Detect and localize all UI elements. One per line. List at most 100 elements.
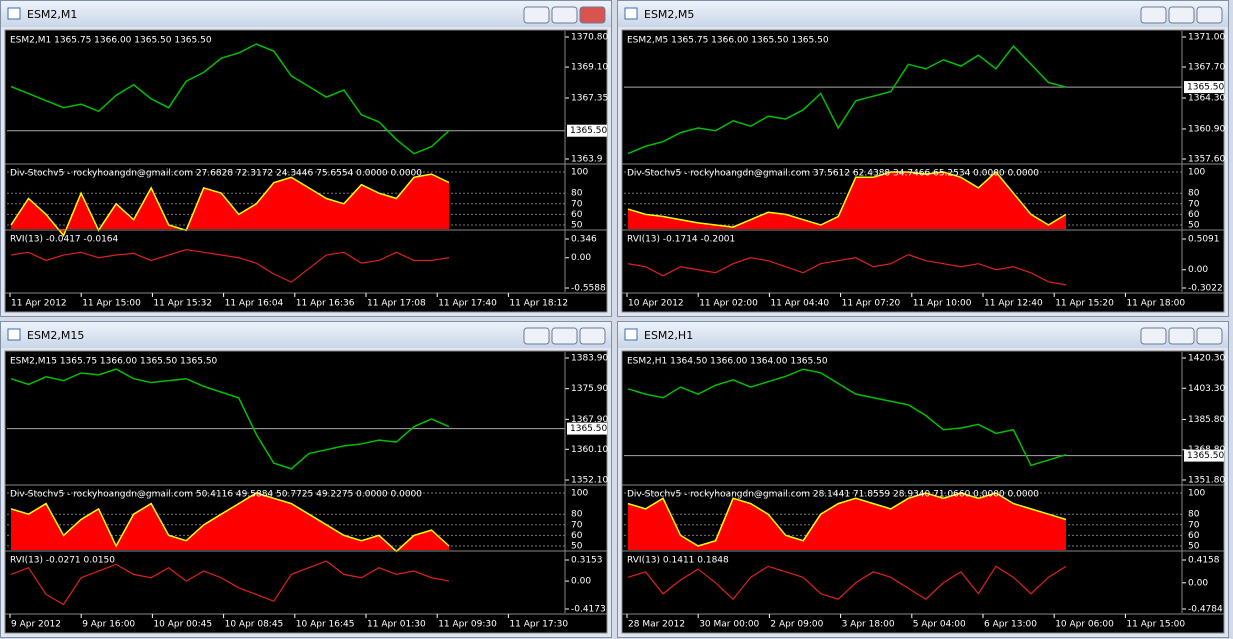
minimize-button[interactable]: [1140, 6, 1167, 24]
time-label: 11 Apr 17:40: [438, 299, 497, 309]
time-label: 11 Apr 15:20: [1055, 299, 1114, 309]
rvi-tick-label: 0.00: [1188, 265, 1208, 275]
time-label: 28 Mar 2012: [628, 620, 685, 630]
maximize-button[interactable]: [1168, 6, 1195, 24]
rvi-tick-label: -0.4784: [1188, 605, 1223, 615]
plot: [7, 368, 565, 606]
plot: [7, 43, 565, 283]
time-label: 11 Apr 18:00: [1126, 299, 1185, 309]
stoch-tick-label: 70: [571, 199, 583, 209]
price-tick-label: 1403.30: [1188, 384, 1225, 394]
minimize-button[interactable]: [1140, 327, 1167, 345]
maximize-button[interactable]: [551, 6, 578, 24]
rvi-tick-label: 0.4158: [1188, 556, 1220, 566]
stoch-tick-label: 60: [571, 531, 583, 541]
stoch-tick-label: 100: [1188, 489, 1205, 499]
price-line: [10, 368, 450, 470]
time-label: 9 Apr 2012: [11, 620, 61, 630]
price-tick-label: 1385.80: [1188, 415, 1225, 425]
stoch-area: [628, 493, 1066, 550]
rvi-label: RVI(13) 0.1411 0.1848: [627, 556, 729, 566]
rvi-line: [10, 560, 450, 606]
stoch-tick-label: 80: [571, 510, 583, 520]
current-price-label: 1365.50: [570, 424, 607, 434]
time-label: 11 Apr 10:00: [913, 299, 972, 309]
rvi-line: [10, 249, 450, 283]
price-tick-label: 1360.10: [571, 445, 608, 455]
rvi-tick-label: 0.00: [571, 253, 591, 263]
maximize-button[interactable]: [1168, 327, 1195, 345]
rvi-tick-label: -0.5588: [571, 284, 606, 294]
stoch-line: [627, 170, 1067, 228]
price-tick-label: 1363.9: [571, 155, 603, 165]
close-button[interactable]: [579, 6, 606, 24]
time-label: 10 Apr 16:45: [296, 620, 355, 630]
stoch-tick-label: 100: [571, 168, 588, 178]
window-icon: [7, 7, 21, 20]
price-tick-label: 1367.90: [571, 415, 608, 425]
price-tick-label: 1364.30: [1188, 94, 1225, 104]
window-icon: [7, 328, 21, 341]
close-button[interactable]: [1196, 327, 1223, 345]
current-price-label: 1365.50: [1187, 451, 1224, 461]
window-icon: [624, 7, 638, 20]
stoch-tick-label: 80: [1188, 189, 1200, 199]
stoch-tick-label: 70: [571, 520, 583, 530]
time-label: 11 Apr 15:00: [82, 299, 141, 309]
current-price-box: [1184, 81, 1224, 94]
stoch-line: [10, 492, 450, 553]
price-tick-label: 1367.35: [571, 94, 608, 104]
time-label: 11 Apr 15:00: [1126, 620, 1185, 630]
rvi-line: [627, 565, 1067, 601]
stoch-tick-label: 70: [1188, 199, 1200, 209]
price-line: [10, 43, 450, 155]
time-label: 10 Apr 2012: [628, 299, 684, 309]
title-bar: [618, 322, 1228, 348]
stoch-tick-label: 50: [1188, 542, 1200, 552]
stoch-label: Div-Stochv5 - rockyhoangdn@gmail.com 37.…: [627, 169, 1039, 179]
plot: [624, 368, 1182, 601]
minimize-button[interactable]: [523, 327, 550, 345]
stoch-label: Div-Stochv5 - rockyhoangdn@gmail.com 50.…: [10, 490, 422, 500]
price-tick-label: 1351.80: [1188, 476, 1225, 486]
window-icon: [624, 328, 638, 341]
chart-background: [4, 350, 608, 634]
price-tick-label: 1369.10: [571, 63, 608, 73]
stoch-label: Div-Stochv5 - rockyhoangdn@gmail.com 27.…: [10, 169, 422, 179]
price-tick-label: 1370.80: [571, 33, 608, 43]
rvi-label: RVI(13) -0.0271 0.0150: [10, 556, 115, 566]
stoch-tick-label: 80: [1188, 510, 1200, 520]
maximize-button[interactable]: [551, 327, 578, 345]
stoch-tick-label: 60: [571, 210, 583, 220]
stoch-tick-label: 70: [1188, 520, 1200, 530]
rvi-tick-label: 0.00: [571, 577, 591, 587]
rvi-line: [627, 253, 1067, 286]
stoch-line: [627, 492, 1067, 547]
time-label: 2 Apr 09:00: [770, 620, 823, 630]
chart-area: 1371.00 1367.70 1364.30 1360.90 1357.60 1365.…: [621, 29, 1225, 313]
time-label: 11 Apr 07:20: [842, 299, 901, 309]
price-line: [627, 44, 1067, 155]
price-tick-label: 1420.30: [1188, 354, 1225, 364]
rvi-tick-label: 0.346: [571, 235, 597, 245]
time-label: 10 Apr 06:00: [1055, 620, 1114, 630]
close-button[interactable]: [1196, 6, 1223, 24]
time-label: 10 Apr 08:45: [225, 620, 284, 630]
rvi-tick-label: -0.3022: [1188, 284, 1223, 294]
price-tick-label: 1367.70: [1188, 63, 1225, 73]
minimize-button[interactable]: [523, 6, 550, 24]
rvi-label: RVI(13) -0.1714 -0.2001: [627, 235, 735, 245]
chart-header: ESM2,M1 1365.75 1366.00 1365.50 1365.50: [10, 36, 212, 46]
window-title: ESM2,H1: [644, 329, 693, 342]
stoch-tick-label: 60: [1188, 210, 1200, 220]
time-label: 11 Apr 17:08: [367, 299, 426, 309]
close-button[interactable]: [579, 327, 606, 345]
rvi-tick-label: -0.4173: [571, 605, 606, 615]
time-label: 11 Apr 15:32: [153, 299, 212, 309]
stoch-tick-label: 100: [1188, 168, 1205, 178]
time-label: 11 Apr 16:04: [225, 299, 284, 309]
current-price-box: [1184, 449, 1224, 462]
chart-background: [621, 29, 1225, 313]
time-label: 11 Apr 01:30: [367, 620, 426, 630]
